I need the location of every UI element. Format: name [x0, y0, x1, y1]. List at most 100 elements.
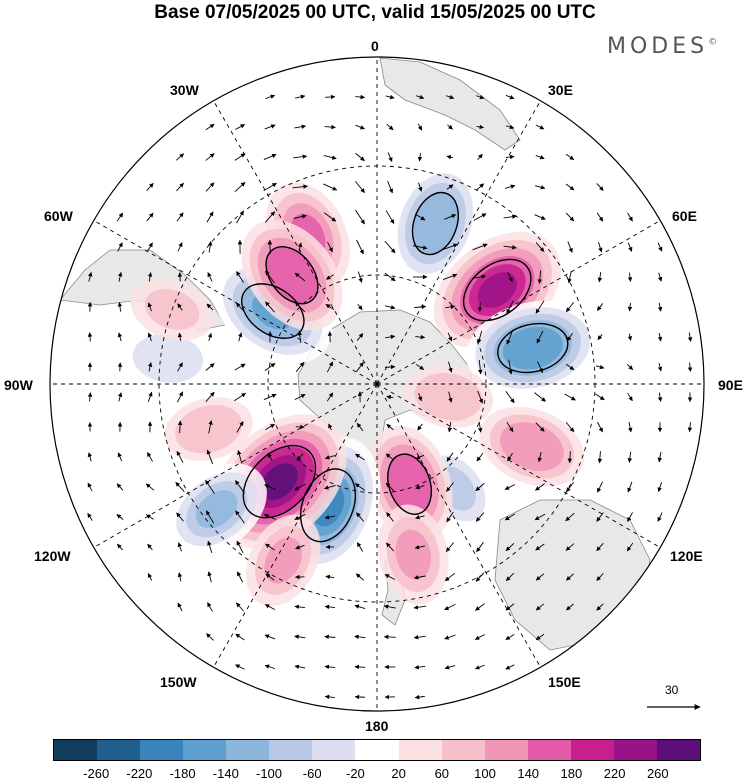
- wind-vector: [205, 391, 215, 403]
- wind-vector: [657, 482, 663, 493]
- wind-vector: [505, 94, 515, 100]
- wind-vector: [477, 153, 483, 161]
- wind-vector: [415, 485, 425, 490]
- wind-vector: [87, 482, 93, 492]
- wind-vector: [177, 303, 183, 311]
- wind-vector: [565, 421, 575, 433]
- anomaly-contour: [462, 258, 532, 322]
- wind-vector: [145, 483, 155, 491]
- wind-vector: [384, 240, 396, 254]
- wind-vector: [355, 94, 366, 100]
- brand-logo: MODES©: [607, 34, 717, 59]
- wind-vector: [176, 182, 184, 192]
- wind-vector: [596, 303, 604, 311]
- wind-vector: [205, 182, 215, 192]
- wind-vector: [327, 241, 333, 253]
- wind-vector: [597, 481, 603, 493]
- wind-vector: [597, 421, 603, 433]
- colorbar-segment: [613, 740, 657, 760]
- wind-vector: [443, 273, 458, 280]
- wind-vector: [474, 274, 487, 279]
- wind-vector: [87, 452, 93, 462]
- wind-vector: [535, 543, 545, 551]
- wind-vector: [323, 154, 337, 160]
- lon-label-60w: 60W: [44, 208, 73, 224]
- wind-vector: [386, 423, 394, 431]
- wind-vector: [597, 334, 603, 341]
- wind-vector: [147, 242, 153, 252]
- lon-label-180: 180: [365, 718, 389, 734]
- graticule: [50, 57, 704, 711]
- colorbar-tick-label: 100: [474, 766, 496, 781]
- wind-vector: [472, 243, 488, 251]
- wind-vector: [448, 391, 453, 403]
- anomaly-band: [195, 490, 238, 529]
- wind-vector: [505, 603, 515, 611]
- wind-vector: [444, 634, 456, 640]
- wind-vector: [356, 422, 364, 431]
- wind-vector: [627, 333, 633, 341]
- wind-vector: [147, 272, 153, 282]
- wind-vector: [117, 332, 123, 342]
- wind-vector: [236, 421, 244, 433]
- wind-vector: [146, 183, 154, 191]
- wind-vector: [324, 455, 335, 460]
- wind-vector: [444, 603, 456, 611]
- wind-vector: [235, 480, 245, 494]
- wind-vector: [264, 211, 276, 223]
- wind-vector: [536, 330, 544, 344]
- wind-vector: [177, 362, 183, 372]
- brand-mark: ©: [708, 37, 718, 48]
- wind-vector: [534, 214, 546, 220]
- wind-vector: [88, 271, 93, 282]
- colorbar-tick-label: -20: [345, 766, 365, 781]
- wind-vector: [385, 334, 396, 340]
- wind-vector: [414, 694, 425, 700]
- wind-vector: [354, 664, 366, 670]
- colorbar-segment: [484, 740, 528, 760]
- wind-vector: [415, 94, 425, 100]
- wind-vector: [413, 605, 427, 610]
- wind-vector: [267, 452, 273, 461]
- wind-vector: [234, 153, 246, 161]
- lon-label-90e: 90E: [718, 377, 743, 393]
- wind-vector: [385, 482, 395, 492]
- wind-vector: [444, 572, 456, 582]
- wind-vector: [205, 479, 215, 494]
- wind-vector: [507, 272, 513, 283]
- wind-vector: [116, 483, 124, 491]
- wind-vector: [354, 604, 366, 609]
- wind-vector: [265, 543, 275, 551]
- wind-vector: [565, 363, 575, 371]
- wind-vector: [626, 542, 634, 552]
- wind-vector: [475, 183, 485, 191]
- wind-vector: [355, 453, 365, 461]
- wind-vector: [446, 94, 455, 100]
- wind-vector: [267, 239, 273, 254]
- wind-vector: [506, 422, 514, 433]
- colorbar-labels: -260 -220 -180 -140 -100 -60 -20 20 60 100 140 180 2…: [53, 766, 701, 782]
- wind-vector: [535, 573, 545, 581]
- wind-vector: [264, 362, 276, 372]
- wind-vector: [177, 542, 182, 552]
- wind-vector: [447, 332, 453, 342]
- wind-vector: [234, 392, 247, 402]
- colorbar-tick-label: 140: [517, 766, 540, 781]
- wind-vector: [385, 210, 395, 224]
- wind-vector: [264, 664, 276, 670]
- wind-vector: [386, 394, 394, 400]
- wind-vector: [324, 664, 336, 670]
- wind-vector: [324, 634, 336, 640]
- wind-vector: [565, 512, 575, 522]
- wind-vector: [176, 512, 184, 522]
- wind-vector: [265, 423, 275, 431]
- wind-vector: [147, 362, 153, 372]
- brand-name: MODES: [607, 34, 709, 59]
- wind-vector: [595, 393, 605, 401]
- wind-vector: [537, 361, 543, 374]
- wind-vector: [294, 604, 306, 610]
- wind-vector: [265, 270, 275, 284]
- wind-vector: [444, 665, 456, 670]
- wind-vector: [627, 272, 633, 282]
